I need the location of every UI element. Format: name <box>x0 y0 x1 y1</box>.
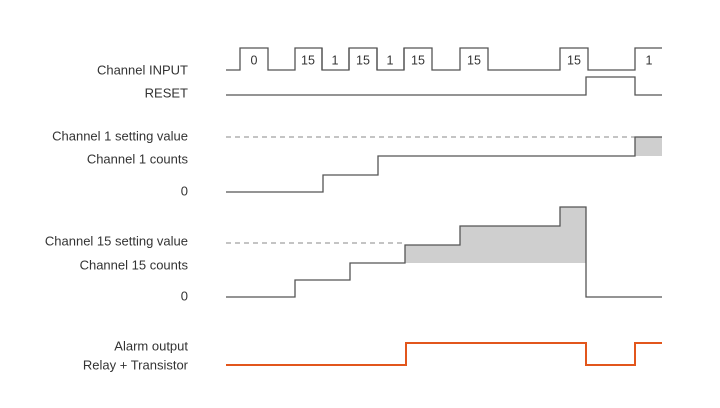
row-label: 0 <box>181 183 188 198</box>
row-label: Relay + Transistor <box>83 357 189 372</box>
reset-wave <box>226 76 662 96</box>
pulse-label: 15 <box>301 53 315 67</box>
alarm-wave <box>226 342 662 366</box>
row-label: Channel 15 setting value <box>45 233 188 248</box>
ch1-counts-wave <box>226 136 662 193</box>
row-label: Alarm output <box>114 338 188 353</box>
ch15-excess-area <box>405 207 586 263</box>
row-label: RESET <box>145 85 188 100</box>
ch15-counts-wave <box>226 206 662 298</box>
row-label: Channel 1 setting value <box>52 128 188 143</box>
pulse-label: 15 <box>567 53 581 67</box>
pulse-label: 0 <box>251 53 258 67</box>
input-dividers <box>321 48 405 70</box>
row-label: Channel INPUT <box>97 62 188 77</box>
ch1-excess-area <box>635 137 662 156</box>
row-label: Channel 1 counts <box>87 151 189 166</box>
pulse-label: 15 <box>467 53 481 67</box>
pulse-label: 1 <box>332 53 339 67</box>
pulse-label: 15 <box>356 53 370 67</box>
pulse-label: 1 <box>646 53 653 67</box>
row-label: Channel 15 counts <box>80 257 189 272</box>
pulse-label: 1 <box>387 53 394 67</box>
row-label: 0 <box>181 288 188 303</box>
pulse-label: 15 <box>411 53 425 67</box>
input-wave <box>226 47 662 71</box>
